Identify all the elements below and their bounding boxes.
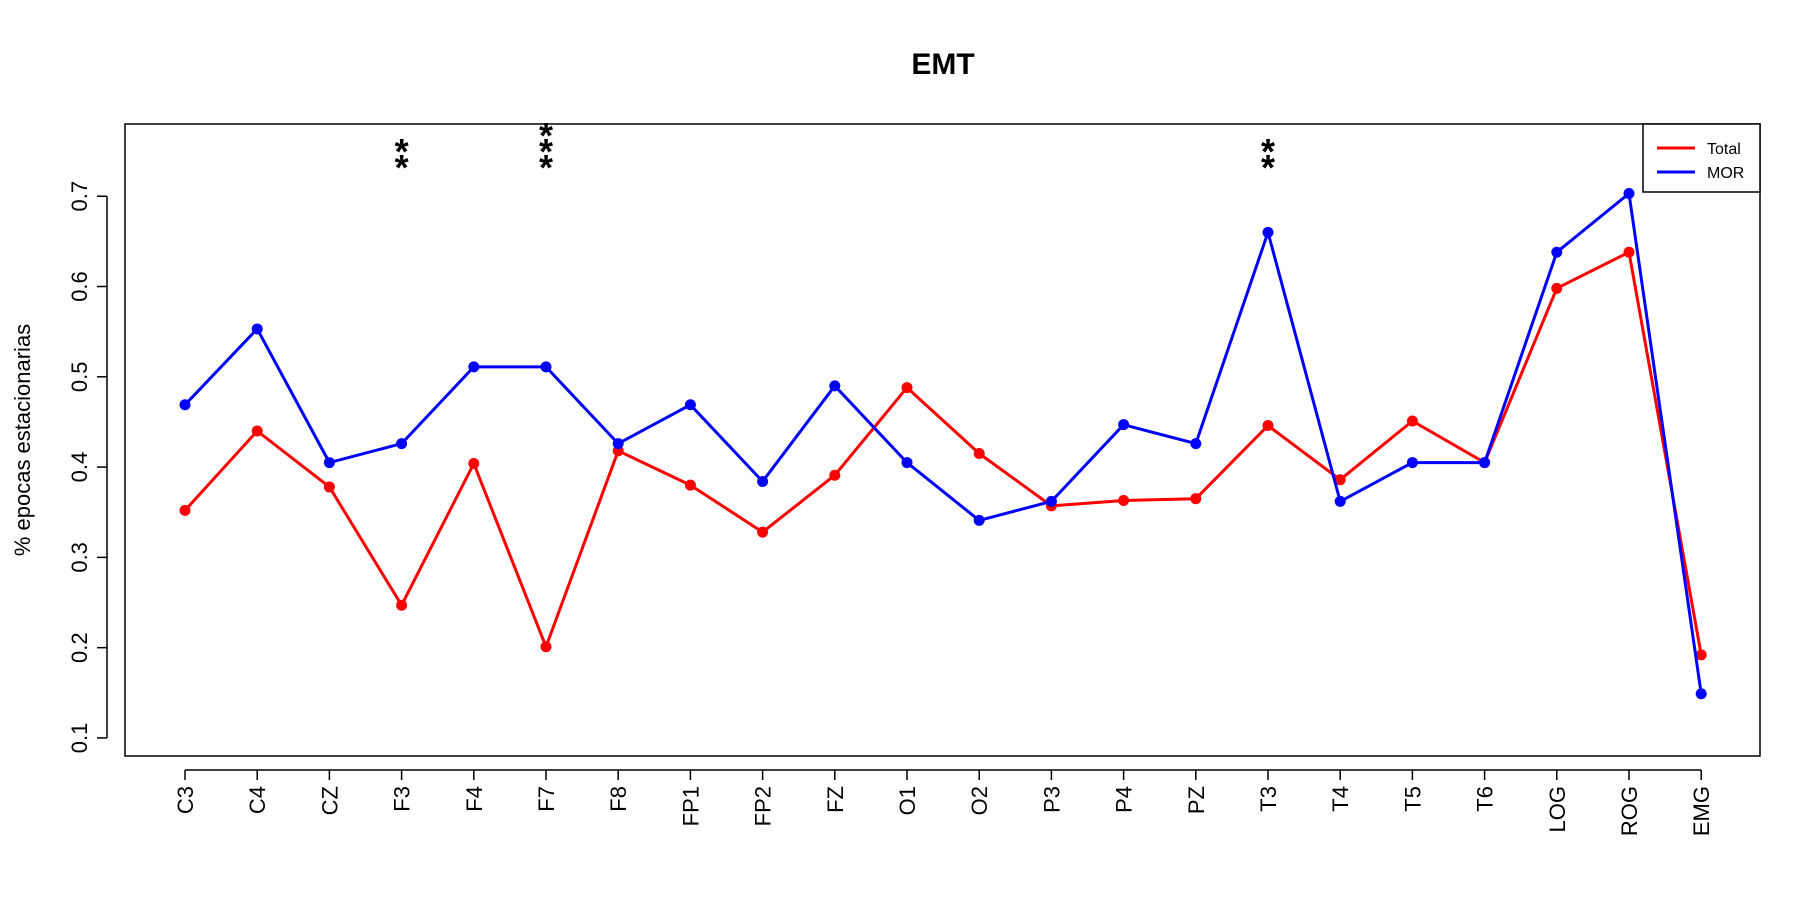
data-point-mor-log — [1551, 246, 1563, 258]
data-point-total-fp1 — [684, 479, 696, 491]
legend-label-total: Total — [1707, 141, 1741, 158]
y-tick-label: 0.5 — [67, 362, 92, 393]
x-tick-label-c3: C3 — [173, 786, 198, 814]
series-line-mor — [183, 192, 1703, 694]
x-tick-label-t6: T6 — [1473, 786, 1498, 812]
data-point-total-c3 — [179, 504, 191, 516]
series-mor — [179, 188, 1707, 700]
x-tick-label-o1: O1 — [895, 786, 920, 815]
data-point-mor-f8 — [612, 438, 624, 450]
significance-marker-f7: * — [539, 131, 553, 172]
x-tick-label-fp1: FP1 — [678, 786, 703, 826]
data-point-total-emg — [1695, 649, 1707, 661]
x-tick-label-t5: T5 — [1400, 786, 1425, 812]
x-tick-label-f4: F4 — [462, 786, 487, 812]
legend: Total MOR — [1642, 123, 1761, 193]
data-point-total-c4 — [251, 425, 263, 437]
x-tick-label-fp2: FP2 — [751, 786, 776, 826]
data-point-mor-f3 — [396, 438, 408, 450]
data-point-mor-pz — [1190, 438, 1202, 450]
data-point-mor-fp1 — [684, 399, 696, 411]
data-point-total-t3 — [1262, 420, 1274, 432]
y-tick-label: 0.4 — [67, 452, 92, 483]
data-point-total-rog — [1623, 246, 1635, 258]
x-tick-label-p3: P3 — [1039, 786, 1064, 813]
data-point-total-log — [1551, 282, 1563, 294]
significance-marker-f7: * — [539, 147, 553, 188]
y-tick-label: 0.2 — [67, 632, 92, 663]
data-point-total-f3 — [396, 599, 408, 611]
data-point-total-f7 — [540, 641, 552, 653]
data-point-mor-o1 — [901, 457, 913, 469]
x-tick-label-c4: C4 — [245, 786, 270, 814]
plot-frame — [124, 123, 1761, 757]
significance-marker-f3: * — [395, 147, 409, 188]
data-point-mor-t3 — [1262, 226, 1274, 238]
x-tick-label-pz: PZ — [1184, 786, 1209, 814]
data-point-mor-f4 — [468, 361, 480, 373]
data-point-mor-t6 — [1479, 457, 1491, 469]
data-point-total-t5 — [1406, 415, 1418, 427]
y-axis: 0.1 0.2 0.3 0.4 0.5 0.6 0.7 — [67, 181, 108, 754]
data-point-total-o2 — [973, 448, 985, 460]
y-tick-label: 0.1 — [67, 723, 92, 754]
x-tick-label-cz: CZ — [317, 786, 342, 815]
x-tick-label-fz: FZ — [823, 786, 848, 813]
x-tick-label-rog: ROG — [1617, 786, 1642, 836]
significance-marker-t3: * — [1261, 147, 1275, 188]
y-tick-label: 0.6 — [67, 271, 92, 302]
significance-marker-t3: * — [1261, 131, 1275, 172]
significance-marker-f7: * — [539, 115, 553, 156]
data-point-mor-c4 — [251, 323, 263, 335]
x-tick-label-f3: F3 — [390, 786, 415, 812]
y-tick-label: 0.7 — [67, 181, 92, 212]
data-point-mor-o2 — [973, 514, 985, 526]
data-point-mor-fz — [829, 380, 841, 392]
y-axis-label: % epocas estacionarias — [10, 324, 35, 556]
data-point-mor-p4 — [1118, 419, 1130, 431]
data-point-mor-emg — [1695, 688, 1707, 700]
significance-marker-f3: * — [395, 131, 409, 172]
x-tick-label-f7: F7 — [534, 786, 559, 812]
x-tick-label-p4: P4 — [1112, 786, 1137, 813]
data-point-total-f4 — [468, 457, 480, 469]
x-tick-label-emg: EMG — [1689, 786, 1714, 836]
data-point-total-o1 — [901, 382, 913, 394]
data-point-total-fp2 — [757, 526, 769, 538]
x-tick-label-t4: T4 — [1328, 786, 1353, 812]
y-tick-label: 0.3 — [67, 542, 92, 573]
x-axis: C3 C4 CZ F3 F4 F7 F8 FP1 FP2 FZ O1 O2 P3 P4 PZ T3 T4 T5 T6… — [173, 769, 1714, 836]
data-point-mor-t4 — [1334, 495, 1346, 507]
x-tick-label-f8: F8 — [606, 786, 631, 812]
data-point-mor-c3 — [179, 399, 191, 411]
data-point-mor-f7 — [540, 361, 552, 373]
data-point-total-pz — [1190, 493, 1202, 505]
series-total — [179, 246, 1707, 661]
data-point-mor-cz — [323, 457, 335, 469]
significance-annotations: ***** ** — [395, 115, 1275, 188]
data-point-total-cz — [323, 481, 335, 493]
data-point-mor-rog — [1623, 188, 1635, 200]
x-tick-label-log: LOG — [1545, 786, 1570, 832]
data-point-total-fz — [829, 469, 841, 481]
series-layer — [179, 188, 1707, 700]
data-point-total-p4 — [1118, 494, 1130, 506]
data-point-mor-fp2 — [757, 476, 769, 488]
x-tick-label-o2: O2 — [967, 786, 992, 815]
x-tick-label-t3: T3 — [1256, 786, 1281, 812]
series-line-total — [183, 250, 1703, 656]
data-point-mor-t5 — [1406, 457, 1418, 469]
chart-title: EMT — [911, 48, 974, 81]
data-point-total-t4 — [1334, 474, 1346, 486]
legend-box — [1642, 123, 1761, 193]
legend-label-mor: MOR — [1707, 165, 1744, 182]
data-point-mor-p3 — [1045, 495, 1057, 507]
